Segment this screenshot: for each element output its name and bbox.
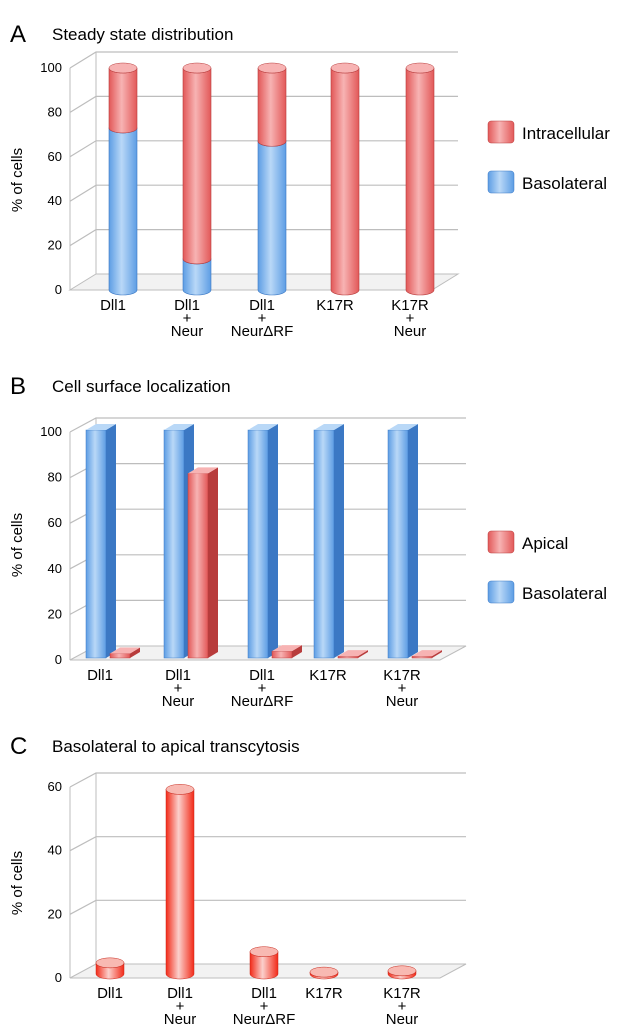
y-tick-label: 20 [48, 238, 62, 253]
chart-title: Basolateral to apical transcytosis [52, 737, 300, 756]
x-category-label: Dll1 [100, 297, 126, 314]
legend-item-basolateral: Basolateral [487, 580, 607, 604]
y-tick-label: 60 [48, 779, 62, 794]
x-category-label: Dll1 [97, 985, 123, 1002]
x-category-label: K17R + Neur [383, 667, 421, 710]
y-tick-label: 60 [48, 149, 62, 164]
bar-basolateral [108, 122, 138, 296]
bar-transcytosis [95, 957, 125, 980]
x-category-label: Dll1 + NeurΔRF [233, 985, 296, 1028]
bar-intracellular [182, 62, 212, 265]
x-category-label: Dll1 + Neur [162, 667, 195, 710]
bar-intracellular [405, 62, 435, 296]
bar-basolateral [257, 136, 287, 296]
y-tick-label: 80 [48, 104, 62, 119]
y-axis-label: % of cells [9, 148, 26, 212]
legend-swatch [487, 120, 515, 144]
bar-transcytosis [165, 784, 195, 980]
chart-panel-B: B Cell surface localization 0 20 40 60 80 100 % … [9, 373, 607, 710]
y-tick-label: 40 [48, 843, 62, 858]
y-tick-label: 100 [40, 424, 62, 439]
panel-letter: A [10, 21, 26, 48]
x-category-label: Dll1 + Neur [171, 297, 204, 340]
y-tick-label: 0 [55, 282, 62, 297]
y-tick-label: 80 [48, 470, 62, 485]
y-tick-label: 100 [40, 60, 62, 75]
gridline [69, 51, 458, 69]
bar-basolateral [85, 424, 116, 659]
bar-intracellular [330, 62, 360, 296]
y-tick-label: 0 [55, 970, 62, 985]
bar-basolateral [387, 424, 418, 659]
chart-panel-A: A Steady state distribution 0 20 40 60 80 100 % … [9, 21, 610, 340]
legend-label: Apical [522, 534, 568, 553]
x-category-label: K17R [305, 985, 343, 1002]
gridline [69, 772, 466, 788]
bar-intracellular [108, 62, 138, 134]
bar-apical [187, 467, 218, 659]
gridline [69, 836, 466, 852]
x-category-label: K17R [309, 667, 347, 684]
x-category-label: K17R + Neur [391, 297, 429, 340]
chart-title: Steady state distribution [52, 25, 233, 44]
x-category-label: Dll1 + NeurΔRF [231, 297, 294, 340]
y-tick-label: 20 [48, 606, 62, 621]
legend-label: Intracellular [522, 124, 610, 143]
panel-letter: C [10, 733, 27, 760]
bar-transcytosis [387, 965, 417, 980]
y-tick-label: 40 [48, 193, 62, 208]
x-category-label: Dll1 + Neur [164, 985, 197, 1028]
legend-swatch [487, 530, 515, 554]
x-category-label: Dll1 + NeurΔRF [231, 667, 294, 710]
legend-swatch [487, 170, 515, 194]
legend-item-apical: Apical [487, 530, 568, 554]
gridline [69, 899, 466, 915]
legend-swatch [487, 580, 515, 604]
legend-item-basolateral: Basolateral [487, 170, 607, 194]
y-axis-label: % of cells [9, 851, 26, 915]
legend-label: Basolateral [522, 174, 607, 193]
legend-label: Basolateral [522, 584, 607, 603]
y-tick-label: 40 [48, 561, 62, 576]
bar-apical [337, 650, 368, 659]
x-category-label: K17R + Neur [383, 985, 421, 1028]
bar-basolateral [247, 424, 278, 659]
bar-basolateral [313, 424, 344, 659]
gridline [69, 417, 466, 433]
y-axis-label: % of cells [9, 513, 26, 577]
bar-apical [109, 647, 140, 659]
bar-apical [411, 650, 442, 659]
legend-item-intracellular: Intracellular [487, 120, 610, 144]
bar-transcytosis [309, 966, 339, 980]
bar-apical [271, 645, 302, 659]
bar-transcytosis [249, 946, 279, 980]
bar-intracellular [257, 62, 287, 147]
x-category-label: K17R [316, 297, 354, 314]
x-category-label: Dll1 [87, 667, 113, 684]
chart-panel-C: C Basolateral to apical transcytosis 0 20 40… [9, 733, 467, 1028]
y-tick-label: 60 [48, 515, 62, 530]
y-tick-label: 20 [48, 906, 62, 921]
panel-letter: B [10, 373, 26, 400]
chart-title: Cell surface localization [52, 377, 231, 396]
y-tick-label: 0 [55, 652, 62, 667]
